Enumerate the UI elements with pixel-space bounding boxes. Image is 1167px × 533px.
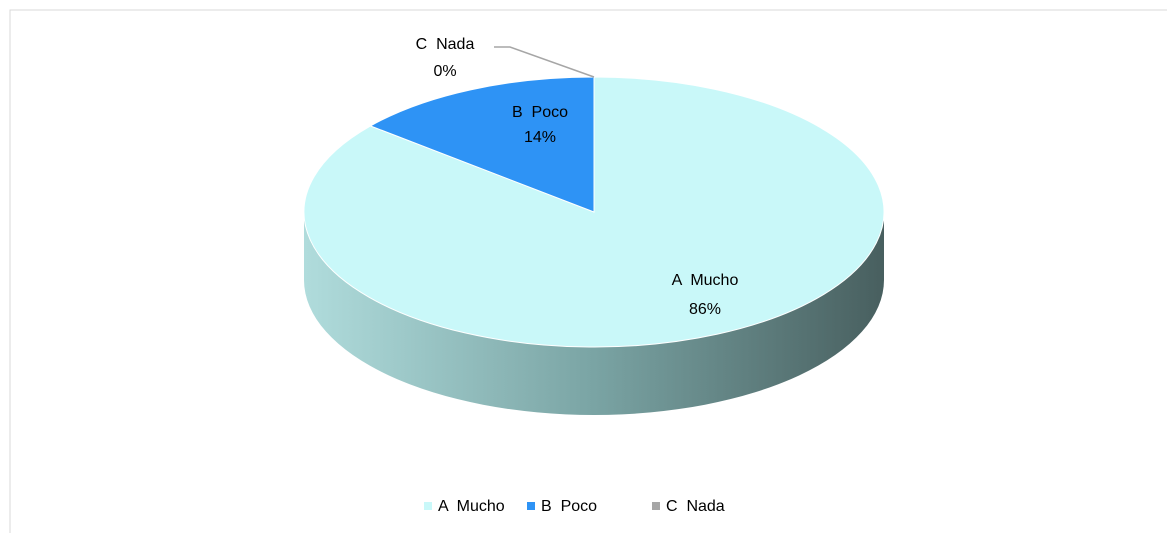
slice: [369, 76, 595, 213]
legend-label: B Poco: [541, 498, 597, 515]
chart-frame: [9, 9, 1167, 533]
data-label-value: 14%: [524, 129, 556, 146]
data-label-category: A Mucho: [672, 272, 739, 289]
legend-swatch: [424, 502, 432, 510]
slice-side: [304, 212, 884, 415]
plot-area: A Mucho 86% B Poco 14% C Nada 0%: [303, 36, 885, 415]
leader-line: [494, 46, 595, 78]
legend-label: A Mucho: [438, 498, 505, 515]
data-label-value: 0%: [433, 63, 456, 80]
legend-label: C Nada: [666, 498, 725, 515]
legend-swatch: [652, 502, 660, 510]
legend: A Mucho B Poco C Nada: [424, 498, 725, 515]
data-label-category: B Poco: [512, 104, 568, 121]
data-label-value: 86%: [689, 301, 721, 318]
legend-swatch: [527, 502, 535, 510]
slice: [303, 76, 885, 348]
data-label-category: C Nada: [416, 36, 475, 53]
